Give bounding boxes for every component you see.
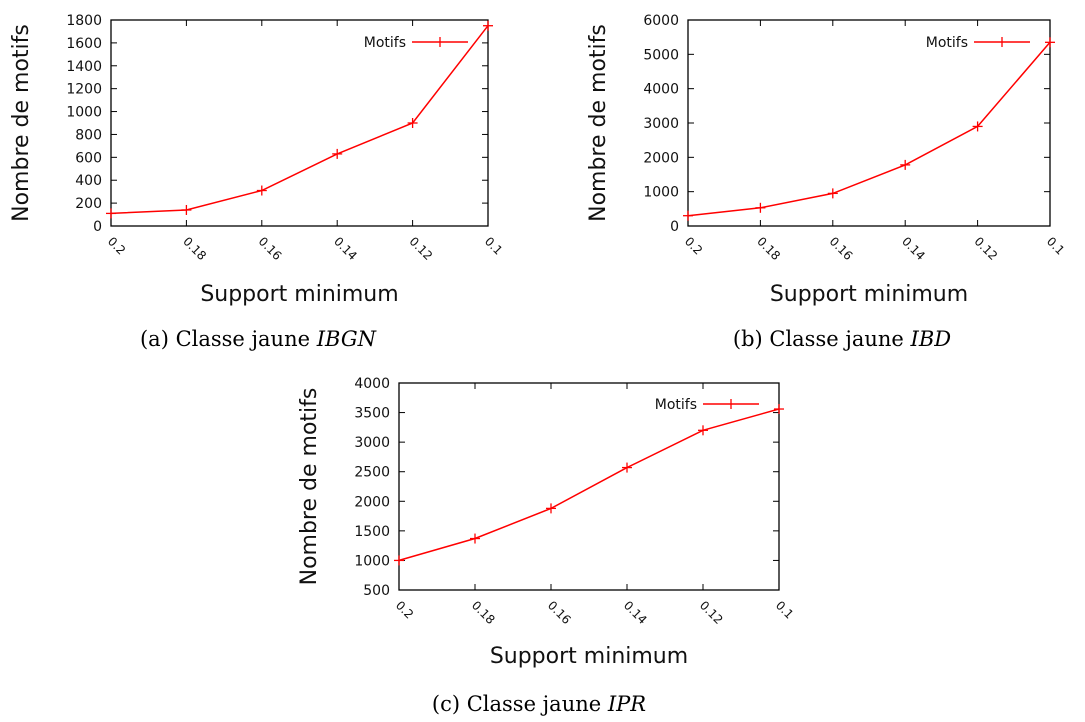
- plot-frame: [398, 382, 780, 591]
- x-tick-label: 0.12: [697, 598, 726, 627]
- x-tick-label: 0.14: [899, 234, 928, 263]
- y-tick-label: 1200: [66, 82, 102, 98]
- chart-caption: (b) Classe jaune IBD: [733, 327, 951, 351]
- data-point: [755, 202, 766, 213]
- y-tick-label: 1600: [66, 36, 102, 52]
- y-tick-label: 2500: [354, 465, 390, 481]
- y-tick-label: 2000: [643, 150, 679, 166]
- x-tick-label: 0.2: [682, 234, 705, 257]
- chart-2: 500 1000 1500 2000 2500 3000 3500 4000 0.2 0.18 0.…: [297, 376, 796, 716]
- x-tick-label: 0.1: [1044, 234, 1067, 257]
- data-point: [483, 20, 493, 31]
- legend-label: Motifs: [655, 397, 697, 413]
- y-axis-label: Nombre de motifs: [9, 24, 34, 222]
- caption-name: IBD: [910, 327, 952, 351]
- chart-caption: (c) Classe jaune IPR: [432, 692, 646, 716]
- caption-name: IPR: [607, 692, 646, 716]
- data-point: [394, 555, 404, 566]
- chart-caption: (a) Classe jaune IBGN: [140, 327, 377, 351]
- data-point: [332, 148, 343, 159]
- x-tick-label: 0.18: [469, 598, 498, 627]
- caption-name: IBGN: [316, 327, 377, 351]
- chart-1: 0 1000 2000 3000 4000 5000 6000 0.2 0.18 0.16 0.14…: [586, 13, 1067, 351]
- series-line: [398, 408, 780, 562]
- y-tick-label: 0: [670, 219, 679, 235]
- y-tick-label: 800: [75, 127, 102, 143]
- x-tick-label: 0.2: [393, 598, 416, 621]
- chart-0: 0 200 400 600 800 1000 1200 1400 1600 1800 0.2 0.18…: [9, 13, 505, 351]
- data-point: [407, 118, 418, 128]
- x-tick-label: 0.12: [971, 234, 1000, 263]
- x-tick-label: 0.12: [406, 234, 435, 263]
- data-point: [256, 185, 267, 196]
- x-tick-label: 0.1: [482, 234, 505, 257]
- data-point: [106, 208, 116, 219]
- y-tick-label: 1800: [66, 13, 102, 29]
- y-tick-label: 4000: [354, 376, 390, 392]
- legend: Motifs: [655, 397, 759, 413]
- y-tick-label: 1000: [66, 105, 102, 121]
- y-tick-label: 1000: [643, 185, 679, 201]
- x-tick-label: 0.1: [773, 598, 796, 621]
- x-axis-label: Support minimum: [490, 644, 688, 669]
- y-tick-label: 500: [363, 583, 390, 599]
- data-point: [1045, 37, 1055, 48]
- y-tick-label: 0: [93, 219, 102, 235]
- y-tick-label: 3000: [643, 116, 679, 132]
- plot-frame: [687, 19, 1051, 227]
- x-axis-label: Support minimum: [770, 282, 968, 307]
- y-tick-label: 1400: [66, 59, 102, 75]
- legend: Motifs: [364, 35, 468, 51]
- data-point: [470, 533, 480, 544]
- y-tick-label: 600: [75, 150, 102, 166]
- y-axis-label: Nombre de motifs: [297, 388, 322, 586]
- y-axis-label: Nombre de motifs: [586, 24, 611, 222]
- y-tick-label: 2000: [354, 494, 390, 510]
- y-tick-label: 3500: [354, 406, 390, 422]
- y-tick-label: 1000: [354, 553, 390, 569]
- x-tick-label: 0.16: [256, 234, 285, 263]
- x-tick-label: 0.18: [754, 234, 783, 263]
- x-tick-label: 0.16: [545, 598, 574, 627]
- data-point: [698, 425, 708, 436]
- y-tick-label: 400: [75, 173, 102, 189]
- data-point: [900, 159, 911, 170]
- x-tick-label: 0.2: [105, 234, 128, 257]
- data-point: [181, 204, 192, 215]
- x-tick-label: 0.16: [827, 234, 856, 263]
- x-tick-label: 0.14: [621, 598, 650, 627]
- series-line: [687, 41, 1051, 217]
- data-point: [972, 121, 983, 132]
- y-tick-label: 6000: [643, 13, 679, 29]
- legend-label: Motifs: [926, 35, 968, 51]
- data-point: [827, 188, 838, 199]
- data-point: [546, 503, 556, 514]
- x-axis-label: Support minimum: [200, 282, 398, 307]
- series-line: [110, 25, 489, 215]
- y-tick-label: 5000: [643, 47, 679, 63]
- caption-prefix: (c) Classe jaune: [432, 692, 608, 716]
- plot-frame: [110, 19, 489, 227]
- legend-label: Motifs: [364, 35, 406, 51]
- data-point: [774, 404, 784, 415]
- data-point: [683, 210, 693, 221]
- caption-prefix: (a) Classe jaune: [140, 327, 317, 351]
- legend: Motifs: [926, 35, 1030, 51]
- caption-prefix: (b) Classe jaune: [733, 327, 911, 351]
- y-tick-label: 4000: [643, 82, 679, 98]
- y-tick-label: 1500: [354, 524, 390, 540]
- x-tick-label: 0.18: [180, 234, 209, 263]
- data-point: [622, 462, 632, 473]
- y-tick-label: 3000: [354, 435, 390, 451]
- x-tick-label: 0.14: [331, 234, 360, 263]
- y-tick-label: 200: [75, 196, 102, 212]
